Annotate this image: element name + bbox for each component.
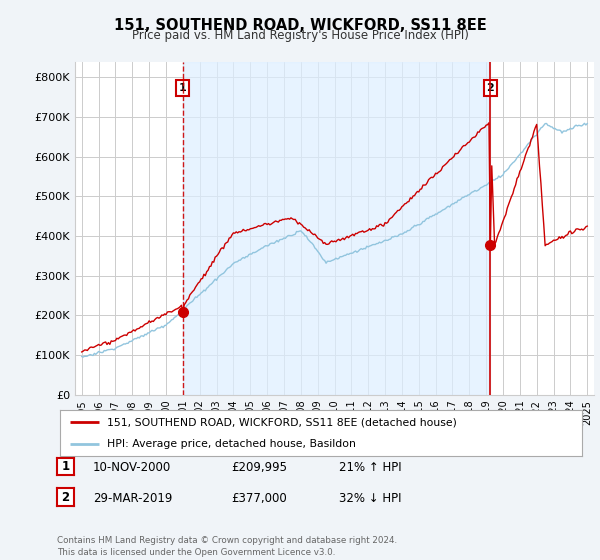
Text: £377,000: £377,000	[231, 492, 287, 505]
Text: 1: 1	[61, 460, 70, 473]
Text: 10-NOV-2000: 10-NOV-2000	[93, 461, 171, 474]
Text: HPI: Average price, detached house, Basildon: HPI: Average price, detached house, Basi…	[107, 439, 356, 449]
Text: 29-MAR-2019: 29-MAR-2019	[93, 492, 172, 505]
Text: £209,995: £209,995	[231, 461, 287, 474]
Text: 151, SOUTHEND ROAD, WICKFORD, SS11 8EE: 151, SOUTHEND ROAD, WICKFORD, SS11 8EE	[113, 18, 487, 33]
Text: 2: 2	[487, 83, 494, 94]
Text: 2: 2	[61, 491, 70, 504]
Text: 21% ↑ HPI: 21% ↑ HPI	[339, 461, 401, 474]
Text: 151, SOUTHEND ROAD, WICKFORD, SS11 8EE (detached house): 151, SOUTHEND ROAD, WICKFORD, SS11 8EE (…	[107, 417, 457, 427]
Text: 32% ↓ HPI: 32% ↓ HPI	[339, 492, 401, 505]
Text: Price paid vs. HM Land Registry's House Price Index (HPI): Price paid vs. HM Land Registry's House …	[131, 29, 469, 42]
Bar	[183, 62, 490, 395]
Text: Contains HM Land Registry data © Crown copyright and database right 2024.
This d: Contains HM Land Registry data © Crown c…	[57, 536, 397, 557]
Text: 1: 1	[179, 83, 187, 94]
